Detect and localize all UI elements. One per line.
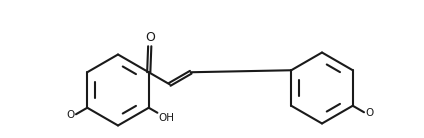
- Text: O: O: [67, 110, 75, 120]
- Text: OH: OH: [159, 113, 174, 123]
- Text: O: O: [365, 108, 373, 118]
- Text: O: O: [145, 31, 155, 44]
